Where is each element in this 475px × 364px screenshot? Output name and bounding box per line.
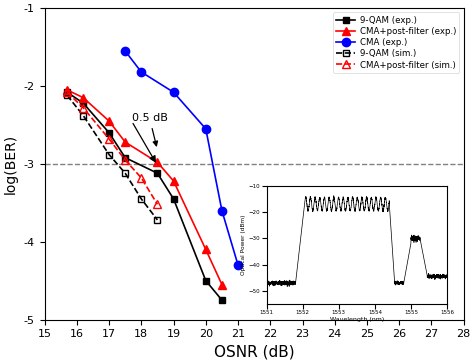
9-QAM (exp.) <box>154 171 160 175</box>
X-axis label: OSNR (dB): OSNR (dB) <box>214 345 294 360</box>
CMA+post-filter (exp.) <box>106 119 112 123</box>
CMA+post-filter (exp.) <box>80 95 86 100</box>
Line: 9-QAM (sim.): 9-QAM (sim.) <box>64 92 161 223</box>
CMA (exp.) <box>123 49 128 53</box>
9-QAM (sim.) <box>138 197 144 201</box>
Line: CMA+post-filter (sim.): CMA+post-filter (sim.) <box>63 88 162 209</box>
CMA+post-filter (exp.) <box>219 282 225 287</box>
CMA (exp.) <box>219 208 225 213</box>
CMA (exp.) <box>203 127 209 131</box>
9-QAM (exp.) <box>64 90 70 94</box>
Line: CMA+post-filter (exp.): CMA+post-filter (exp.) <box>63 86 226 289</box>
CMA+post-filter (sim.) <box>138 176 144 180</box>
Text: 0.5 dB: 0.5 dB <box>132 113 168 146</box>
CMA+post-filter (exp.) <box>203 247 209 252</box>
CMA+post-filter (sim.) <box>123 158 128 162</box>
CMA (exp.) <box>235 263 241 267</box>
9-QAM (exp.) <box>203 278 209 283</box>
9-QAM (exp.) <box>123 155 128 160</box>
9-QAM (sim.) <box>106 153 112 157</box>
CMA+post-filter (sim.) <box>80 106 86 110</box>
Y-axis label: log(BER): log(BER) <box>4 134 18 194</box>
CMA+post-filter (exp.) <box>171 179 176 183</box>
CMA+post-filter (exp.) <box>64 88 70 92</box>
9-QAM (sim.) <box>123 171 128 175</box>
CMA (exp.) <box>171 90 176 94</box>
Legend: 9-QAM (exp.), CMA+post-filter (exp.), CMA (exp.), 9-QAM (sim.), CMA+post-filter : 9-QAM (exp.), CMA+post-filter (exp.), CM… <box>333 12 459 73</box>
9-QAM (exp.) <box>219 298 225 302</box>
CMA+post-filter (sim.) <box>154 202 160 206</box>
9-QAM (sim.) <box>154 218 160 222</box>
9-QAM (exp.) <box>80 101 86 105</box>
CMA (exp.) <box>138 70 144 74</box>
Line: 9-QAM (exp.): 9-QAM (exp.) <box>64 89 225 304</box>
CMA+post-filter (exp.) <box>154 160 160 165</box>
CMA+post-filter (sim.) <box>64 90 70 94</box>
CMA+post-filter (sim.) <box>106 137 112 141</box>
9-QAM (exp.) <box>106 131 112 135</box>
CMA+post-filter (exp.) <box>123 140 128 144</box>
Line: CMA (exp.): CMA (exp.) <box>121 47 242 269</box>
9-QAM (sim.) <box>64 93 70 98</box>
9-QAM (sim.) <box>80 114 86 118</box>
9-QAM (exp.) <box>171 197 176 201</box>
